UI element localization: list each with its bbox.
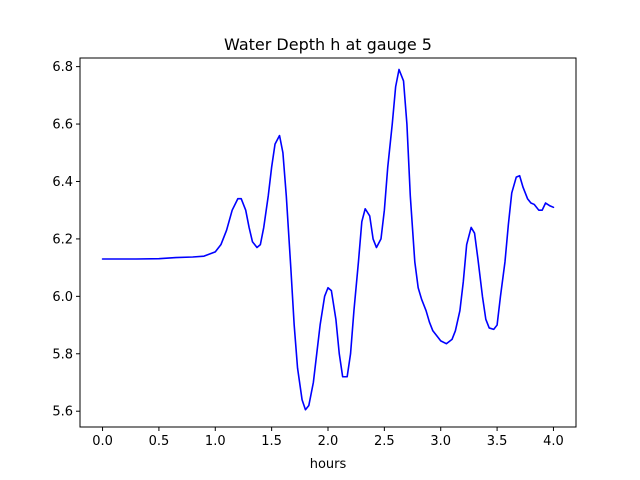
series-line bbox=[101, 68, 555, 411]
x-tick-label: 3.5 bbox=[487, 434, 508, 449]
x-tick-label: 2.0 bbox=[318, 434, 339, 449]
x-tick-label: 4.0 bbox=[543, 434, 564, 449]
x-axis-label: hours bbox=[310, 457, 347, 472]
y-tick-label: 5.8 bbox=[52, 347, 73, 362]
y-axis: 5.6 5.8 6.0 6.2 6.4 6.6 6.8 bbox=[52, 60, 80, 420]
y-tick-label: 6.6 bbox=[52, 118, 73, 133]
y-tick-label: 5.6 bbox=[52, 405, 73, 420]
y-tick-label: 6.0 bbox=[52, 290, 73, 305]
x-tick-label: 3.0 bbox=[430, 434, 451, 449]
y-tick-label: 6.2 bbox=[52, 232, 73, 247]
chart-title: Water Depth h at gauge 5 bbox=[224, 35, 432, 54]
y-tick-label: 6.4 bbox=[52, 175, 73, 190]
plot-frame bbox=[79, 57, 577, 428]
x-tick-label: 1.5 bbox=[261, 434, 282, 449]
x-axis: 0.0 0.5 1.0 1.5 2.0 2.5 3.0 3.5 4.0 bbox=[92, 427, 564, 449]
x-tick-label: 0.0 bbox=[92, 434, 113, 449]
y-tick-label: 6.8 bbox=[52, 60, 73, 75]
series-layer bbox=[101, 68, 555, 411]
x-tick-label: 1.0 bbox=[205, 434, 226, 449]
x-tick-label: 0.5 bbox=[149, 434, 170, 449]
x-tick-label: 2.5 bbox=[374, 434, 395, 449]
